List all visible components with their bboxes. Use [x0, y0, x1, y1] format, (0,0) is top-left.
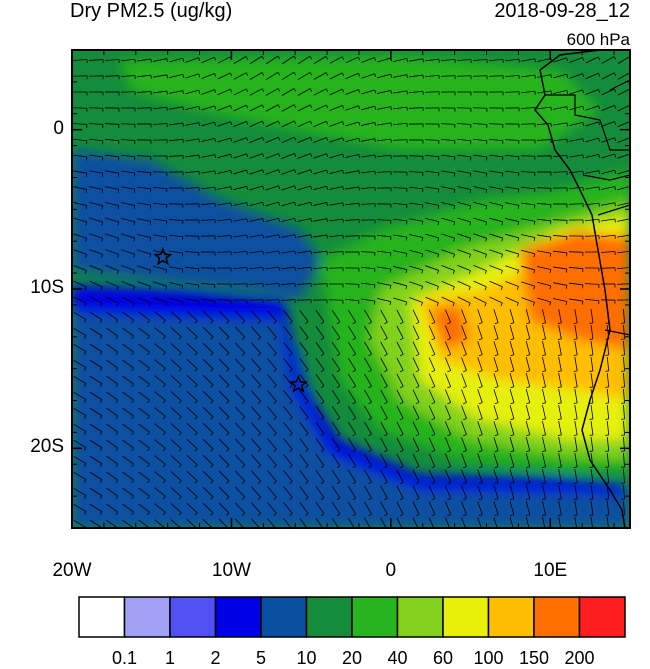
- colorbar: [78, 596, 626, 638]
- colorbar-level-label: 200: [564, 648, 594, 669]
- colorbar-level-label: 60: [433, 648, 453, 669]
- colorbar-level-label: 1: [165, 648, 175, 669]
- colorbar-level-label: 5: [256, 648, 266, 669]
- x-tick-label: 20W: [52, 560, 92, 582]
- colorbar-swatch: [125, 597, 171, 637]
- y-tick-label: 10S: [8, 277, 64, 299]
- colorbar-swatch: [352, 597, 398, 637]
- colorbar-swatch: [170, 597, 216, 637]
- x-tick-label: 10W: [211, 560, 251, 582]
- y-tick-label: 20S: [8, 436, 64, 458]
- y-tick-label: 0: [8, 118, 64, 140]
- x-tick-label: 10E: [530, 560, 570, 582]
- colorbar-swatch: [79, 597, 125, 637]
- colorbar-swatch: [443, 597, 489, 637]
- colorbar-swatch: [580, 597, 626, 637]
- colorbar-swatch: [216, 597, 262, 637]
- colorbar-level-label: 20: [342, 648, 362, 669]
- colorbar-level-label: 2: [210, 648, 220, 669]
- colorbar-level-label: 0.1: [112, 648, 137, 669]
- colorbar-swatch: [489, 597, 535, 637]
- x-tick-label: 0: [371, 560, 411, 582]
- colorbar-swatch: [534, 597, 580, 637]
- colorbar-swatch: [307, 597, 353, 637]
- colorbar-level-label: 150: [519, 648, 549, 669]
- pm25-field: [72, 50, 632, 532]
- colorbar-swatch: [261, 597, 307, 637]
- colorbar-swatch: [398, 597, 444, 637]
- colorbar-level-label: 100: [473, 648, 503, 669]
- colorbar-level-label: 10: [296, 648, 316, 669]
- colorbar-level-label: 40: [387, 648, 407, 669]
